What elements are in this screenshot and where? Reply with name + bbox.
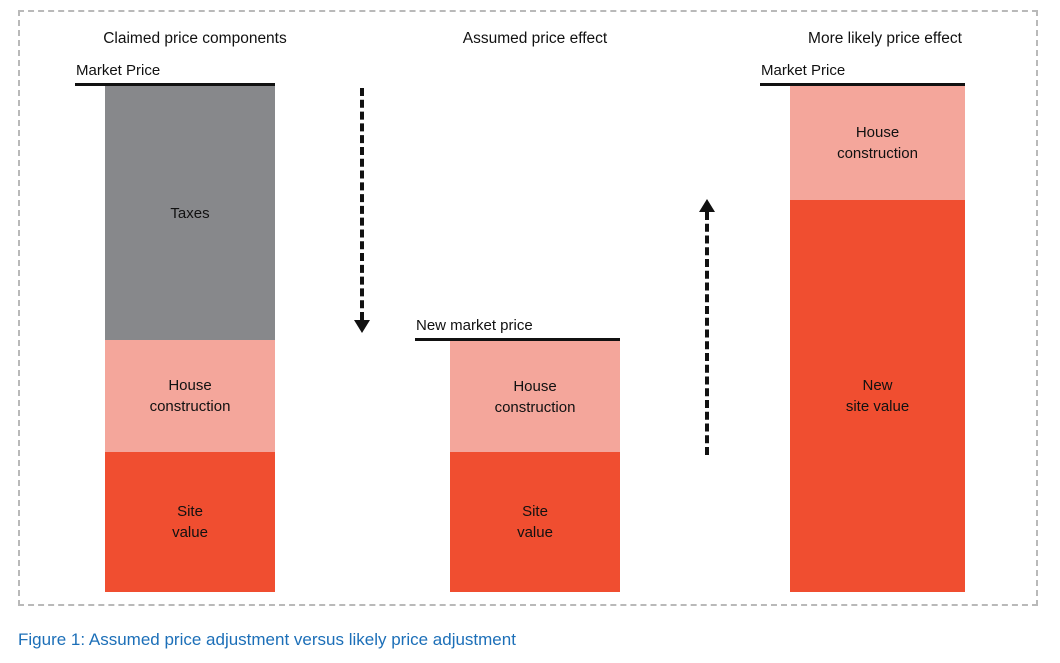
arrow-up-head-icon (699, 199, 715, 212)
arrow-down-icon (360, 88, 364, 320)
arrow-up-icon (705, 212, 709, 455)
column-header-likely: More likely price effect (808, 30, 962, 47)
segment-label: Taxes (170, 204, 210, 222)
market-price-label-right: Market Price (761, 62, 846, 79)
column-header-claimed: Claimed price components (103, 30, 287, 47)
bar-segment-house-construction: House construction (790, 86, 965, 200)
diagram-dashed-frame (18, 10, 1038, 606)
new-market-price-line (415, 338, 620, 341)
new-market-price-label: New market price (416, 317, 533, 334)
market-price-line-left (75, 83, 275, 86)
arrow-down-head-icon (354, 320, 370, 333)
bar-segment-site-value: Site value (105, 452, 275, 592)
bar-segment-site-value: Site value (450, 452, 620, 592)
stacked-bar-claimed: Taxes House construction Site value (105, 86, 275, 592)
bar-segment-new-site-value: New site value (790, 200, 965, 592)
stacked-bar-likely: House construction New site value (790, 86, 965, 592)
segment-label: House construction (837, 124, 918, 162)
segment-label: Site value (517, 503, 553, 541)
segment-label: Site value (172, 503, 208, 541)
segment-label: House construction (494, 377, 576, 416)
figure-caption: Figure 1: Assumed price adjustment versu… (18, 630, 516, 649)
bar-segment-house-construction: House construction (450, 341, 620, 452)
market-price-line-right (760, 83, 965, 86)
segment-label: House construction (149, 377, 231, 415)
bar-segment-taxes: Taxes (105, 86, 275, 340)
column-header-assumed: Assumed price effect (462, 30, 608, 47)
market-price-label-left: Market Price (76, 62, 161, 79)
segment-label: New site value (845, 377, 910, 415)
stacked-bar-assumed: House construction Site value (450, 341, 620, 592)
bar-segment-house-construction: House construction (105, 340, 275, 452)
